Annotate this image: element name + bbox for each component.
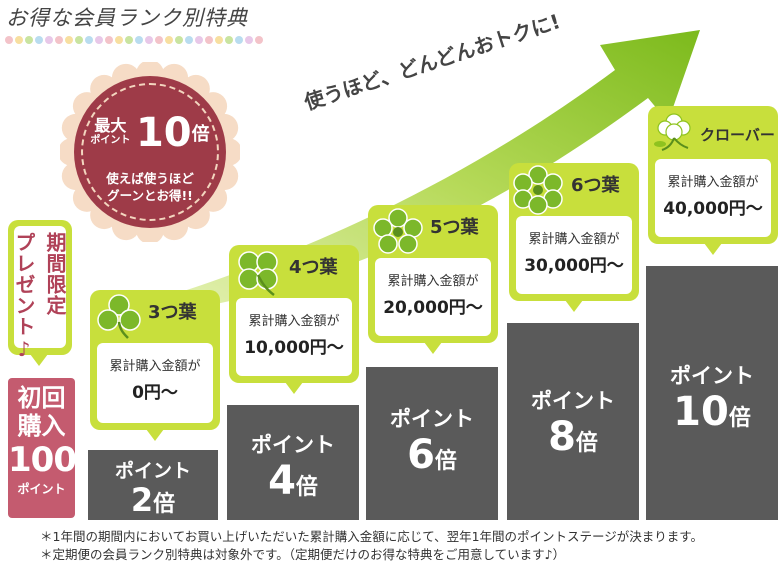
rank-card-1: 3つ葉 累計購入金額が 0円〜: [90, 290, 220, 430]
clover-flower-icon: [654, 113, 691, 151]
promo-limited: 期間限定: [43, 232, 67, 316]
rank-bar-3: ポイント 6倍: [366, 367, 498, 520]
footnote-1: ＊1年間の期間内においてお買い上げいただいた累計購入金額に応じて、翌年1年間のポ…: [40, 529, 704, 544]
rank-name: 5つ葉: [430, 217, 479, 238]
first-purchase-box: 初回 購入 100 ポイント: [8, 378, 77, 518]
title-dot-decoration: [5, 36, 263, 44]
rank-name: クローバー: [700, 126, 775, 144]
promo-tail: [30, 354, 48, 366]
max-points-badge: 最大 ポイント 10倍 使えば使うほど グーンとお得!!: [60, 62, 240, 242]
badge-multiplier: 10: [135, 110, 192, 156]
six-leaf-clover-icon: [513, 165, 563, 215]
promo-present: プレゼント♪: [12, 232, 36, 362]
first-points: 100: [8, 440, 77, 480]
rank-card-4: 6つ葉 累計購入金額が 30,000円〜: [509, 163, 639, 301]
badge-max: 最大: [94, 116, 127, 135]
four-leaf-clover-icon: [238, 251, 278, 296]
badge-line2: 使えば使うほど: [106, 171, 194, 186]
rank-bar-1: ポイント 2倍: [88, 450, 218, 520]
rank-bar-4: ポイント 8倍: [507, 323, 639, 520]
rank-card-3: 5つ葉 累計購入金額が 20,000円〜: [368, 205, 498, 343]
badge-line3: グーンとお得!!: [107, 188, 193, 203]
three-leaf-clover-icon: [97, 294, 141, 339]
rank-name: 4つ葉: [289, 257, 338, 278]
five-leaf-clover-icon: [373, 208, 423, 254]
footnote-2: ＊定期便の会員ランク別特典は対象外です。（定期便だけのお得な特典をご用意していま…: [40, 547, 566, 562]
page-title: お得な会員ランク別特典: [6, 6, 248, 30]
rank-name: 6つ葉: [571, 175, 620, 196]
badge-point: ポイント: [90, 135, 131, 146]
rank-name: 3つ葉: [148, 302, 197, 323]
badge-unit: 倍: [191, 124, 210, 145]
first-points-unit: ポイント: [17, 482, 66, 496]
rank-bar-5: ポイント 10倍: [646, 266, 778, 520]
rank-bar-2: ポイント 4倍: [227, 405, 359, 520]
